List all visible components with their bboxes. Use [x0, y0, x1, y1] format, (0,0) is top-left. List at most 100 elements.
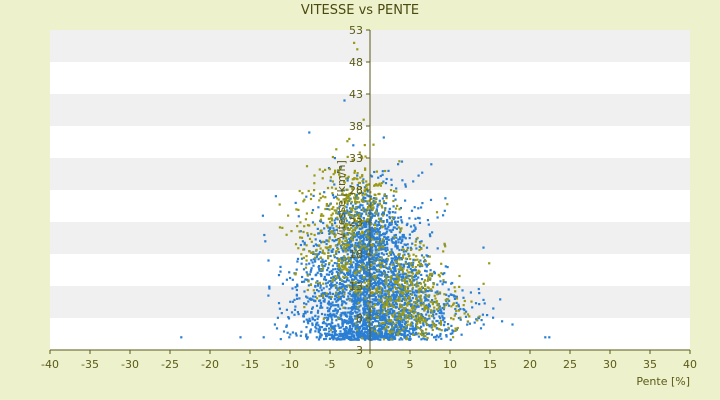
data-point [333, 232, 336, 235]
data-point [407, 265, 411, 269]
data-point [374, 210, 378, 213]
data-point [384, 294, 388, 297]
data-point [457, 305, 460, 308]
data-point [380, 330, 383, 333]
data-point [384, 330, 387, 334]
data-point [377, 276, 380, 280]
data-point [411, 263, 414, 266]
x-tick-label: -15 [241, 358, 259, 371]
data-point [370, 226, 373, 229]
data-point [439, 319, 442, 322]
data-point [333, 157, 336, 160]
data-point [367, 238, 370, 241]
data-point [430, 289, 433, 292]
data-point [453, 286, 456, 289]
data-point [350, 254, 353, 257]
data-point [338, 272, 341, 275]
data-point [313, 182, 316, 185]
data-point [329, 179, 332, 182]
data-point [350, 202, 353, 205]
data-point [455, 301, 458, 304]
data-point [327, 300, 330, 303]
data-point [347, 228, 350, 231]
data-point [376, 303, 379, 306]
data-point [329, 314, 332, 317]
data-point [302, 320, 306, 323]
data-point [347, 257, 350, 260]
data-point [362, 206, 365, 209]
data-point [339, 277, 342, 280]
data-point [347, 175, 350, 178]
data-point [412, 312, 415, 315]
data-point [406, 302, 409, 305]
data-point [370, 292, 373, 295]
data-point [400, 323, 403, 327]
data-point [420, 338, 423, 341]
data-point [361, 260, 365, 263]
data-point [391, 211, 394, 214]
data-point [372, 256, 375, 259]
data-point [305, 271, 308, 274]
data-point [305, 165, 309, 168]
data-point [342, 237, 345, 240]
data-point [388, 215, 391, 218]
data-point [294, 243, 298, 246]
data-point [411, 308, 414, 311]
data-point [366, 183, 369, 186]
data-point [386, 309, 389, 313]
data-point [420, 328, 423, 332]
data-point [330, 284, 333, 287]
data-point [310, 267, 313, 270]
data-point [316, 284, 319, 287]
data-point [492, 307, 495, 310]
data-point [385, 262, 388, 266]
data-point [319, 256, 322, 259]
data-point [446, 302, 449, 305]
data-point [364, 155, 367, 158]
data-point [385, 214, 389, 217]
data-point [480, 319, 483, 322]
data-point [368, 233, 371, 236]
data-point [371, 228, 375, 231]
data-point [384, 278, 388, 281]
data-point [444, 328, 447, 331]
data-point [321, 264, 324, 267]
data-point [430, 323, 433, 326]
data-point [455, 305, 458, 308]
data-point [365, 261, 368, 264]
data-point [355, 338, 358, 341]
data-point [305, 337, 309, 340]
data-point [402, 286, 405, 289]
data-point [239, 336, 242, 339]
data-point [337, 251, 340, 254]
data-point [394, 222, 397, 225]
data-point [455, 309, 458, 312]
data-point [366, 275, 369, 278]
data-point [348, 245, 351, 248]
data-point [381, 326, 385, 329]
data-point [384, 319, 387, 322]
data-point [362, 196, 365, 199]
data-point [368, 312, 371, 315]
data-point [341, 290, 344, 293]
data-point [308, 250, 311, 253]
data-point [286, 331, 289, 334]
data-point [382, 214, 385, 217]
data-point [362, 245, 365, 248]
data-point [363, 320, 366, 323]
data-point [366, 190, 369, 193]
data-point [431, 301, 434, 304]
data-point [438, 291, 442, 294]
data-point [324, 168, 327, 171]
data-point [373, 302, 376, 305]
data-point [411, 242, 414, 245]
data-point [398, 293, 402, 296]
data-point [339, 215, 342, 218]
data-point [406, 285, 410, 288]
data-point [391, 290, 395, 293]
data-point [365, 234, 368, 237]
data-point [398, 297, 401, 301]
data-point [443, 209, 446, 212]
data-point [369, 264, 372, 267]
data-point [405, 274, 408, 277]
